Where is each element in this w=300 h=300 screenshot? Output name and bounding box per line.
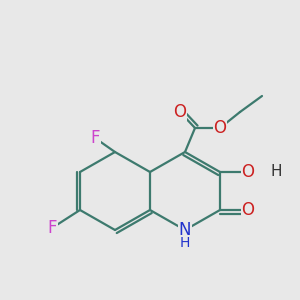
Text: F: F [47,219,57,237]
Text: O: O [214,119,226,137]
Text: O: O [242,201,254,219]
Text: H: H [180,236,190,250]
Text: O: O [242,163,254,181]
Text: N: N [179,221,191,239]
Text: F: F [90,129,100,147]
Text: O: O [173,103,187,121]
Text: H: H [270,164,281,179]
